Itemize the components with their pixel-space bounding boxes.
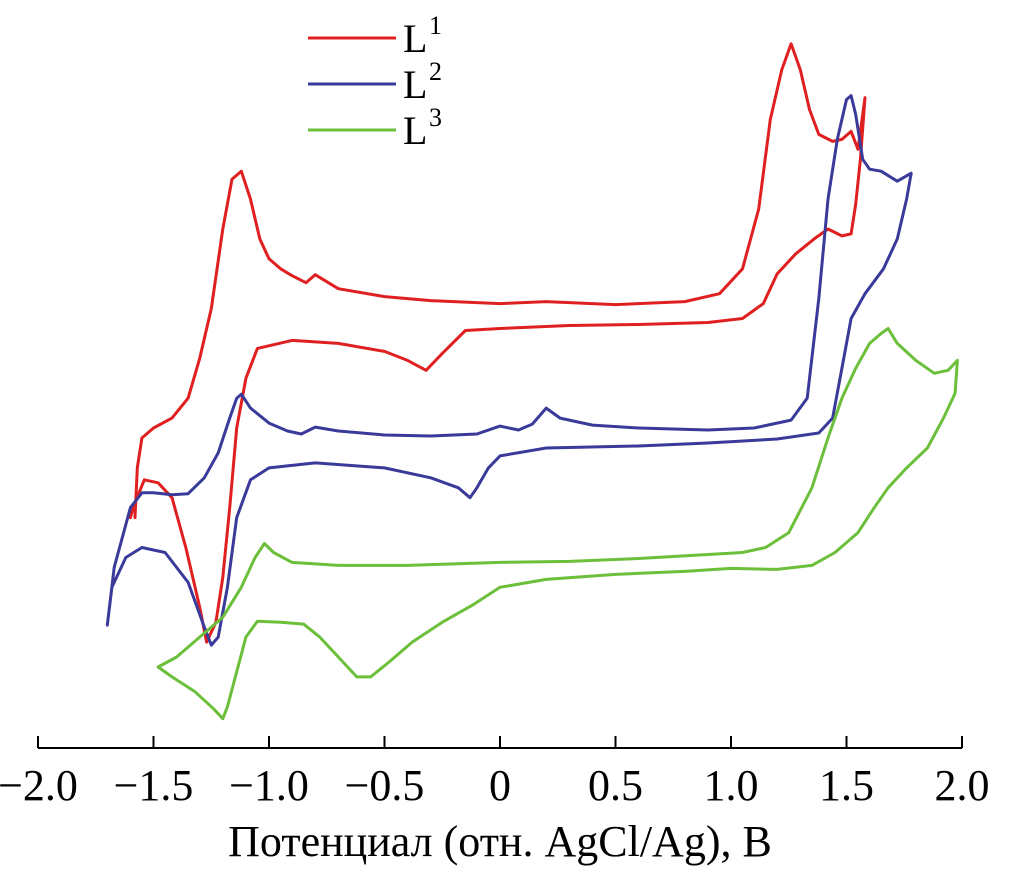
x-tick-label: 1.5	[819, 761, 874, 810]
series-line-L1	[128, 42, 867, 644]
x-tick-label: −1.0	[229, 761, 309, 810]
legend-label-superscript: 3	[429, 103, 442, 132]
legend: L 1L 2L 3	[308, 11, 442, 153]
x-tick-label: −0.5	[345, 761, 425, 810]
x-tick-label: 2.0	[935, 761, 990, 810]
x-axis-title: Потенциал (отн. AgCl/Ag), В	[228, 817, 772, 866]
legend-label-superscript: 2	[429, 57, 442, 86]
x-ticks: −2.0 −1.5 −1.0 −0.5 0 0.5 1.0 1.5 2.0	[0, 736, 990, 810]
legend-label: L	[403, 16, 427, 61]
plot-lines	[105, 42, 959, 721]
legend-label: L	[403, 62, 427, 107]
x-tick-label: 1.0	[704, 761, 759, 810]
x-tick-label: 0.5	[588, 761, 643, 810]
x-tick-label: 0	[489, 761, 511, 810]
x-axis: −2.0 −1.5 −1.0 −0.5 0 0.5 1.0 1.5 2.0	[0, 736, 990, 810]
legend-label-superscript: 1	[429, 11, 442, 40]
x-tick-label: −1.5	[114, 761, 194, 810]
series-line-L2	[105, 94, 913, 647]
series-line-L3	[156, 327, 959, 721]
legend-label: L	[403, 108, 427, 153]
x-tick-label: −2.0	[0, 761, 78, 810]
